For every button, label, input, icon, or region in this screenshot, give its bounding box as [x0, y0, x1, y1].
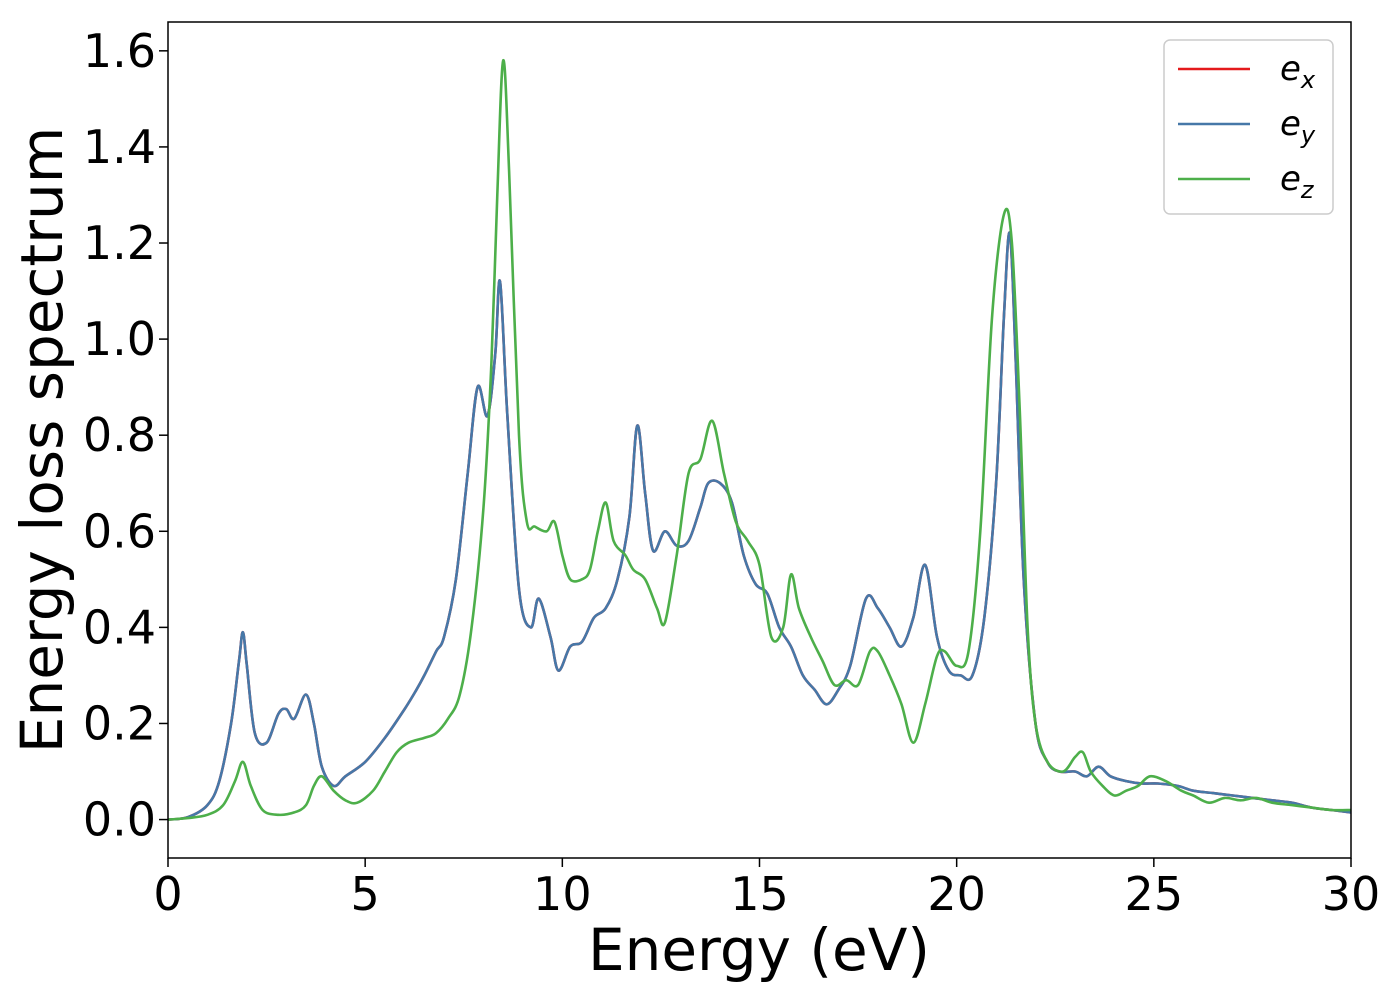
y-tick-label: 0.2 — [83, 696, 156, 750]
y-tick-label: 0.6 — [83, 504, 156, 558]
x-tick-label: 0 — [153, 867, 182, 921]
y-axis: 0.0 0.2 0.4 0.6 0.8 1.0 1.2 1.4 1.6 — [83, 24, 168, 847]
x-tick-label: 5 — [351, 867, 380, 921]
x-axis: 0 5 10 15 20 25 30 — [153, 858, 1380, 921]
legend-label-z: ez — [1280, 159, 1315, 204]
legend: ex ey ez — [1163, 39, 1334, 215]
plot-lines — [168, 59, 1351, 821]
x-tick-label: 25 — [1125, 867, 1184, 921]
x-axis-label: Energy (eV) — [588, 916, 930, 984]
y-axis-label: Energy loss spectrum — [8, 127, 76, 753]
series-line-z — [168, 59, 1351, 821]
y-tick-label: 1.6 — [83, 24, 156, 78]
y-tick-label: 0.4 — [83, 600, 156, 654]
y-tick-label: 0.8 — [83, 408, 156, 462]
y-tick-label: 0.0 — [83, 793, 156, 847]
legend-label-y: ey — [1280, 104, 1316, 149]
y-tick-label: 1.4 — [83, 120, 156, 174]
y-tick-label: 1.2 — [83, 216, 156, 270]
x-tick-label: 10 — [533, 867, 592, 921]
y-tick-label: 1.0 — [83, 312, 156, 366]
x-tick-label: 20 — [927, 867, 986, 921]
x-tick-label: 30 — [1322, 867, 1381, 921]
legend-label-x: ex — [1280, 49, 1316, 94]
legend-box — [1163, 39, 1334, 215]
x-tick-label: 15 — [730, 867, 789, 921]
